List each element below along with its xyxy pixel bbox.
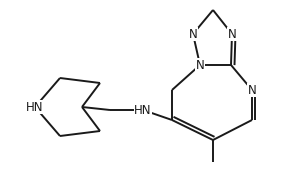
- Text: N: N: [228, 28, 236, 40]
- Text: N: N: [189, 28, 198, 40]
- Text: N: N: [248, 83, 256, 96]
- Text: HN: HN: [26, 100, 44, 114]
- Text: HN: HN: [134, 104, 152, 116]
- Text: N: N: [196, 58, 204, 72]
